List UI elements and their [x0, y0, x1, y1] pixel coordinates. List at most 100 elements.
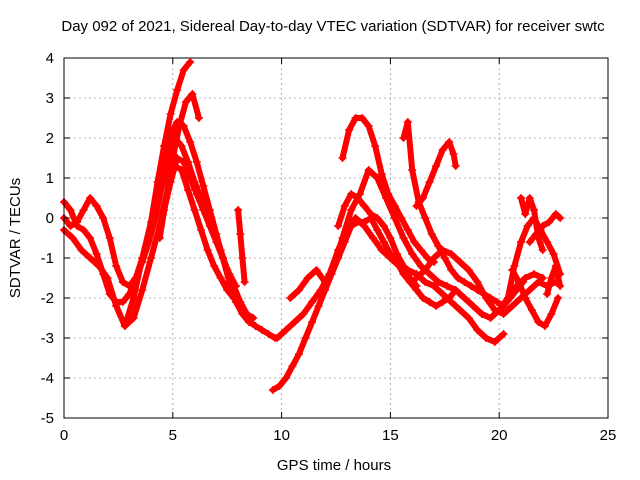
data-point [79, 226, 88, 234]
x-tick-label: 0 [60, 427, 68, 444]
data-point [419, 194, 428, 202]
x-tick-label: 20 [491, 427, 508, 444]
y-tick-label: -3 [41, 330, 54, 347]
data-point [527, 306, 536, 314]
data-point [188, 90, 197, 98]
data-point [508, 302, 517, 310]
series-markers [160, 154, 240, 290]
data-point [399, 134, 408, 142]
data-point [451, 286, 460, 294]
series-track-4 [120, 58, 195, 330]
data-point [303, 274, 312, 282]
data-point [477, 310, 486, 318]
data-point [377, 246, 386, 254]
data-point [99, 214, 108, 222]
data-point [371, 142, 380, 150]
data-point [86, 234, 95, 242]
data-point [364, 166, 373, 174]
data-point [194, 114, 203, 122]
series-band [518, 195, 546, 253]
data-point [347, 206, 356, 214]
data-point [386, 234, 395, 242]
data-point [410, 238, 419, 246]
data-point [225, 270, 234, 278]
x-tick-label: 5 [169, 427, 177, 444]
data-point [425, 270, 434, 278]
data-point [460, 278, 469, 286]
data-point [329, 262, 338, 270]
data-point [384, 190, 393, 198]
series-band [235, 207, 248, 285]
data-point [112, 302, 121, 310]
data-point [351, 214, 360, 222]
data-point [210, 262, 219, 270]
y-tick-label: -1 [41, 250, 54, 267]
series-markers [543, 262, 565, 298]
data-point [543, 290, 552, 298]
series-markers [155, 90, 203, 242]
data-point [153, 178, 162, 186]
data-point [464, 266, 473, 274]
data-point [360, 222, 369, 230]
data-point [321, 278, 330, 286]
data-point [155, 234, 164, 242]
data-point [258, 326, 267, 334]
data-point [347, 190, 356, 198]
series-band [287, 167, 546, 321]
data-point [229, 294, 238, 302]
data-point [160, 142, 169, 150]
data-point [138, 254, 147, 262]
data-point [449, 150, 458, 158]
data-point [408, 250, 417, 258]
data-point [231, 282, 240, 290]
y-tick-labels: -5 -4 -3 -2 -1 0 1 2 3 4 [41, 50, 54, 427]
y-tick-label: 2 [46, 130, 54, 147]
series-markers [508, 266, 562, 330]
data-point [460, 294, 469, 302]
data-point [538, 222, 547, 230]
data-point [397, 214, 406, 222]
series-markers [525, 210, 565, 246]
data-point [288, 362, 297, 370]
data-point [447, 266, 456, 274]
data-point [379, 222, 388, 230]
series-markers [334, 190, 421, 290]
data-point [66, 222, 75, 230]
data-point [138, 286, 147, 294]
data-point [493, 298, 502, 306]
data-point [503, 294, 512, 302]
data-point [473, 326, 482, 334]
data-point [403, 118, 412, 126]
data-point [175, 122, 184, 130]
data-point [264, 330, 273, 338]
series-band [544, 263, 564, 297]
data-point [534, 278, 543, 286]
data-point [179, 158, 188, 166]
data-point [147, 218, 156, 226]
data-point [360, 202, 369, 210]
data-point [295, 350, 304, 358]
data-point [530, 270, 539, 278]
data-point [216, 274, 225, 282]
data-point [530, 206, 539, 214]
data-point [451, 162, 460, 170]
data-point [438, 298, 447, 306]
data-point [184, 186, 193, 194]
data-point [173, 86, 182, 94]
data-point [386, 254, 395, 262]
data-point [77, 246, 86, 254]
x-tick-label: 25 [600, 427, 617, 444]
data-point [338, 234, 347, 242]
data-point [556, 282, 565, 290]
data-point [197, 226, 206, 234]
data-point [249, 314, 258, 322]
data-point [438, 246, 447, 254]
data-point [445, 138, 454, 146]
data-point [190, 206, 199, 214]
data-point [442, 282, 451, 290]
data-point [314, 302, 323, 310]
data-point [453, 274, 462, 282]
data-point [92, 202, 101, 210]
series-markers [234, 206, 249, 286]
data-point [482, 294, 491, 302]
